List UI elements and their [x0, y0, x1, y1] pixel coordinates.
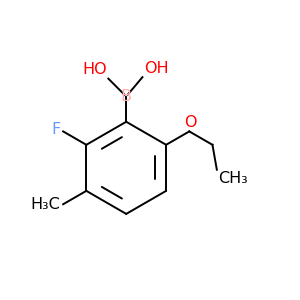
Text: F: F	[51, 122, 60, 137]
Text: H₃C: H₃C	[30, 197, 60, 212]
Text: HO: HO	[82, 62, 107, 77]
Text: B: B	[121, 89, 132, 104]
Text: O: O	[184, 115, 197, 130]
Text: CH₃: CH₃	[218, 171, 248, 186]
Text: OH: OH	[144, 61, 169, 76]
